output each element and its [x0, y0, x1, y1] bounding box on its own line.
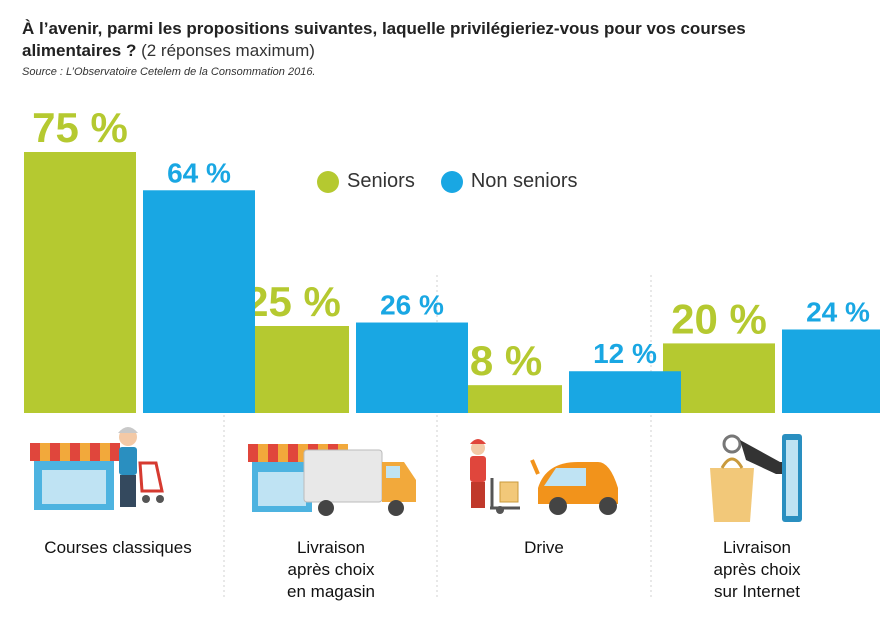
internet-delivery-icon: [710, 434, 802, 522]
data-label-seniors-3: 20 %: [671, 295, 767, 342]
bar-seniors-2: [450, 385, 562, 413]
legend-dot-seniors: [317, 170, 339, 193]
category-3-line1: Livraison: [722, 538, 792, 557]
category-2-line1: Drive: [524, 538, 564, 557]
legend-label-seniors: Seniors: [347, 170, 415, 192]
drive-car-icon: [470, 439, 618, 515]
legend-label-non-seniors: Non seniors: [470, 170, 578, 192]
legend: Seniors Non seniors: [317, 170, 604, 193]
bar-non-seniors-2: [569, 371, 681, 413]
category-3-line3: sur Internet: [714, 582, 800, 601]
data-label-seniors-1: 25 %: [245, 278, 341, 325]
category-label-livraison-magasin: Livraison après choix en magasin: [231, 537, 431, 603]
bar-non-seniors-3: [782, 329, 880, 413]
data-label-non-seniors-0: 64 %: [167, 157, 231, 188]
data-label-non-seniors-3: 24 %: [806, 296, 870, 327]
category-1-line2: après choix: [287, 560, 375, 579]
data-label-non-seniors-2: 12 %: [593, 338, 657, 369]
legend-dot-non-seniors: [440, 170, 463, 193]
category-3-line2: après choix: [713, 560, 801, 579]
data-label-seniors-0: 75 %: [32, 104, 128, 151]
source-note: Source : L’Observatoire Cetelem de la Co…: [22, 66, 316, 78]
category-label-courses-classiques: Courses classiques: [18, 537, 218, 559]
data-label-non-seniors-1: 26 %: [380, 290, 444, 321]
bar-seniors-3: [663, 343, 775, 413]
legend-item-non-seniors: Non seniors: [440, 170, 578, 193]
legend-item-seniors: Seniors: [317, 170, 415, 193]
data-label-seniors-2: 8 %: [470, 337, 542, 384]
shop-delivery-truck-icon: [248, 444, 416, 516]
bar-non-seniors-1: [356, 322, 468, 413]
category-1-line3: en magasin: [287, 582, 375, 601]
category-label-livraison-internet: Livraison après choix sur Internet: [657, 537, 857, 603]
title-main: À l’avenir, parmi les propositions suiva…: [22, 19, 746, 60]
bar-non-seniors-0: [143, 190, 255, 413]
shop-shopper-icon: [30, 427, 164, 510]
category-label-drive: Drive: [444, 537, 644, 559]
title-subtitle: (2 réponses maximum): [141, 41, 315, 60]
category-1-line1: Livraison: [296, 538, 366, 557]
bar-seniors-1: [237, 326, 349, 413]
category-0-line1: Courses classiques: [44, 538, 192, 557]
chart-title: À l’avenir, parmi les propositions suiva…: [22, 18, 842, 62]
bar-seniors-0: [24, 152, 136, 413]
